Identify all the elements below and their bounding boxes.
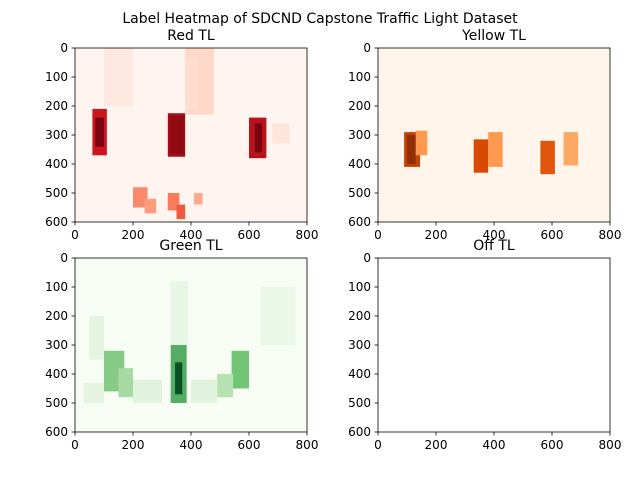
- x-tick-label: 600: [541, 438, 564, 452]
- heatmap-cell: [217, 374, 234, 398]
- heatmap-cell: [415, 130, 428, 156]
- heatmap-cell: [540, 140, 555, 175]
- x-tick-label: 400: [483, 228, 506, 242]
- heatmap-cells: [83, 281, 296, 403]
- y-tick-label: 200: [348, 99, 371, 113]
- y-tick-label: 400: [348, 157, 371, 171]
- y-tick-label: 100: [45, 70, 68, 84]
- heatmap-cell: [563, 132, 579, 166]
- x-tick-label: 200: [425, 228, 448, 242]
- heatmap-cell: [167, 193, 180, 211]
- x-tick-label: 200: [425, 438, 448, 452]
- heatmap-cell: [89, 316, 104, 360]
- x-tick-label: 400: [180, 228, 203, 242]
- heatmap-cell: [133, 187, 148, 208]
- x-tick-label: 0: [71, 228, 79, 242]
- x-tick-label: 600: [238, 228, 261, 242]
- heatmap-cell: [488, 132, 503, 167]
- y-tick-label: 600: [348, 215, 371, 229]
- heatmap-cell: [118, 368, 133, 398]
- heatmap-cell: [231, 350, 249, 389]
- heatmap-cell: [193, 193, 203, 205]
- y-tick-label: 0: [363, 251, 371, 265]
- x-tick-label: 0: [374, 228, 382, 242]
- y-tick-label: 0: [60, 251, 68, 265]
- x-tick-label: 800: [296, 228, 319, 242]
- x-tick-label: 200: [122, 228, 145, 242]
- y-tick-label: 500: [348, 186, 371, 200]
- x-tick-label: 0: [374, 438, 382, 452]
- panel-title: Yellow TL: [461, 28, 526, 44]
- x-tick-label: 800: [599, 228, 622, 242]
- heatmap-cell: [473, 139, 489, 173]
- y-tick-label: 400: [348, 367, 371, 381]
- y-tick-label: 200: [45, 309, 68, 323]
- heatmap-cell: [83, 382, 104, 403]
- figure-title: Label Heatmap of SDCND Capstone Traffic …: [122, 11, 518, 27]
- x-tick-label: 400: [180, 438, 203, 452]
- x-tick-label: 600: [238, 438, 261, 452]
- heatmap-panel: 0 200 400 600 800 0 100 200 300 400 500 600 Red TL: [45, 28, 318, 242]
- x-tick-label: 200: [122, 438, 145, 452]
- panel-title: Red TL: [167, 28, 215, 44]
- panel-title: Green TL: [159, 238, 222, 254]
- heatmap-panel: 0 200 400 600 800 0 100 200 300 400 500 600 Off TL: [348, 238, 621, 452]
- y-tick-label: 0: [363, 41, 371, 55]
- heatmap-cell: [104, 48, 133, 106]
- x-tick-label: 0: [71, 438, 79, 452]
- y-tick-label: 300: [348, 128, 371, 142]
- y-tick-label: 400: [45, 367, 68, 381]
- y-tick-label: 500: [348, 396, 371, 410]
- heatmap-cells: [404, 130, 579, 175]
- heatmap-panel: 0 200 400 600 800 0 100 200 300 400 500 600 Yellow T…: [348, 28, 621, 242]
- y-tick-label: 600: [348, 425, 371, 439]
- heatmap-cell: [170, 116, 184, 154]
- x-tick-label: 600: [541, 228, 564, 242]
- heatmap-cell: [272, 123, 290, 144]
- heatmap-panel: 0 200 400 600 800 0 100 200 300 400 500 600 Green TL: [45, 238, 318, 452]
- heatmap-cell: [185, 56, 197, 109]
- heatmap-cell: [175, 362, 183, 395]
- y-tick-label: 300: [348, 338, 371, 352]
- y-tick-label: 600: [45, 215, 68, 229]
- y-tick-label: 400: [45, 157, 68, 171]
- heatmap-cell: [407, 135, 416, 164]
- y-tick-label: 200: [348, 309, 371, 323]
- y-tick-label: 0: [60, 41, 68, 55]
- heatmap-cell: [191, 379, 218, 403]
- y-tick-label: 100: [45, 280, 68, 294]
- heatmap-cell: [254, 123, 263, 153]
- heatmap-panels: 0 200 400 600 800 0 100 200 300 400 500 600 Red TL 0 2…: [45, 28, 621, 452]
- heatmap-cell: [133, 379, 162, 403]
- heatmap-cell: [176, 204, 186, 220]
- x-tick-label: 800: [599, 438, 622, 452]
- y-tick-label: 100: [348, 70, 371, 84]
- heatmap-cell: [144, 198, 157, 214]
- y-tick-label: 600: [45, 425, 68, 439]
- heatmap-cell: [260, 287, 296, 345]
- panel-title: Off TL: [473, 238, 515, 254]
- y-tick-label: 300: [45, 128, 68, 142]
- heatmap-cells: [92, 48, 290, 220]
- heatmap-background: [378, 258, 610, 432]
- y-tick-label: 100: [348, 280, 371, 294]
- x-tick-label: 800: [296, 438, 319, 452]
- y-tick-label: 300: [45, 338, 68, 352]
- heatmap-cell: [170, 281, 189, 345]
- y-tick-label: 500: [45, 186, 68, 200]
- y-tick-label: 500: [45, 396, 68, 410]
- x-tick-label: 400: [483, 438, 506, 452]
- heatmap-cell: [95, 117, 104, 147]
- y-tick-label: 200: [45, 99, 68, 113]
